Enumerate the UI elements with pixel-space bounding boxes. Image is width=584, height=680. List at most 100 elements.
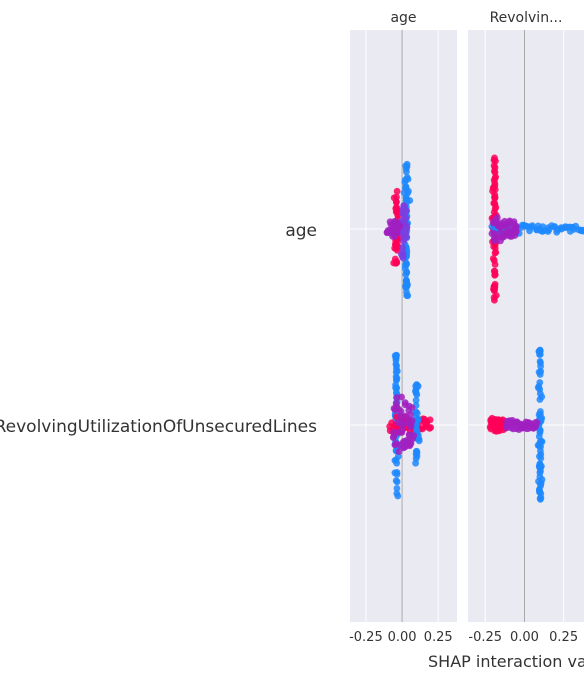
scatter-point [489,255,497,262]
scatter-point [537,467,544,475]
scatter-point [533,419,541,427]
scatter-point [407,411,414,418]
scatter-point [402,207,410,215]
scatter-point [403,163,411,170]
scatter-point [393,203,400,211]
scatter-point [536,358,544,365]
scatter-point [402,183,410,191]
x-tick-label: 0.00 [388,630,417,645]
panel-title: Revolvin... [490,10,563,26]
scatter-point [534,384,542,391]
row-label-age: age [285,221,317,241]
scatter-point [399,254,407,262]
row-label-revolving: RevolvingUtilizationOfUnsecuredLines [0,417,317,437]
scatter-point [402,176,409,184]
scatter-point [535,368,543,376]
scatter-point [393,367,401,375]
scatter-point [413,391,421,399]
scatter-point [491,174,499,182]
scatter-point [401,443,408,451]
scatter-point [403,168,410,176]
scatter-point [427,424,435,431]
scatter-point [536,351,544,358]
scatter-point [489,187,496,195]
scatter-point [404,292,412,300]
scatter-point [398,393,405,401]
scatter-point [412,448,420,455]
scatter-point [537,454,545,462]
scatter-point [536,390,544,398]
scatter-point [393,187,401,195]
x-tick-label: 0.00 [510,630,539,645]
scatter-point [410,432,418,439]
scatter-point [426,416,434,424]
scatter-point [391,352,399,359]
scatter-point [414,415,422,423]
scatter-point [491,280,499,288]
panel-title: age [390,10,416,26]
scatter-point [536,426,544,434]
x-tick-label: 0.25 [424,630,453,645]
scatter-point [490,162,498,170]
scatter-point [392,360,400,368]
scatter-point [536,488,543,495]
scatter-point [491,200,499,208]
scatter-point [537,447,544,455]
scatter-point [395,448,403,455]
scatter-point [391,255,399,263]
scatter-point [412,459,419,467]
scatter-point [393,469,401,476]
panel-background [468,30,584,622]
scatter-point [393,374,401,382]
scatter-point [399,248,406,256]
scatter-point [408,404,416,411]
panel-background [350,30,457,622]
x-tick-label: 0.25 [549,630,578,645]
scatter-point [413,384,420,392]
scatter-point [512,228,520,235]
scatter-point [491,193,499,201]
scatter-point [491,244,499,252]
scatter-point [403,269,411,276]
panel-1: Revolvin... -0.25 0.00 0.25 [468,10,584,645]
x-tick-label: -0.25 [349,630,383,645]
scatter-point [491,271,499,279]
panel-0: age -0.25 0.00 0.25 [349,10,457,645]
scatter-point [393,198,400,206]
scatter-point [399,426,407,434]
scatter-point [389,434,397,441]
scatter-point [412,396,420,404]
scatter-point [491,296,498,304]
scatter-point [493,214,501,221]
scatter-point [537,362,544,370]
scatter-points [383,160,435,500]
scatter-point [402,279,410,287]
scatter-point [391,441,399,449]
scatter-point [491,286,498,293]
scatter-point [393,478,401,486]
scatter-point [403,261,410,268]
scatter-point [394,492,402,500]
labels-layer: age RevolvingUtilizationOfUnsecuredLines… [0,221,584,671]
scatter-point [398,421,406,428]
scatter-point [536,473,544,481]
scatter-point [536,460,544,468]
scatter-point [491,154,498,162]
scatter-point [491,167,498,175]
scatter-point [580,226,584,234]
scatter-point [491,205,499,213]
x-axis-label: SHAP interaction va [428,652,584,671]
scatter-point [491,261,499,268]
scatter-point [512,223,520,230]
scatter-point [402,214,410,222]
scatter-point [408,417,416,425]
x-tick-label: -0.25 [468,630,502,645]
scatter-point [403,225,410,233]
scatter-point [537,482,544,490]
scatter-point [491,249,499,257]
scatter-points [486,154,584,503]
scatter-point [397,412,405,420]
panels-layer: age -0.25 0.00 0.25 Revolvin... -0.25 0.00 0.25 [349,10,584,645]
scatter-point [393,485,401,492]
